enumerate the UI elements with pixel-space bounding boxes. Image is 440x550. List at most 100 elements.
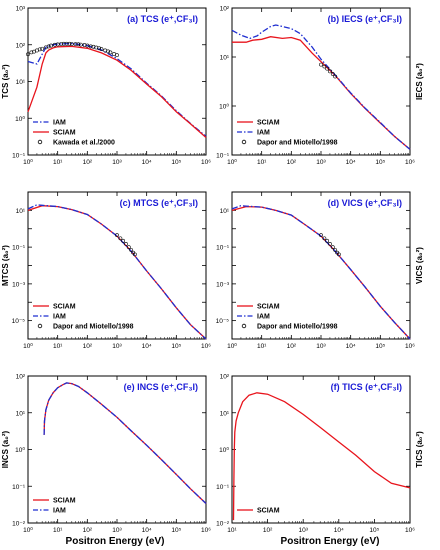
y-tick-label: 10⁻³ [216,281,230,288]
legend-label: SCIAM [257,508,280,515]
data-point-d-2 [333,248,338,252]
data-point-c-2 [132,252,137,257]
legend-label: SCIAM [257,120,280,127]
legend-label: IAM [53,120,66,127]
x-tick-label: 10² [287,343,297,350]
y-axis-label: MTCS (a₀²) [1,245,10,286]
legend-label: IAM [53,508,66,515]
data-point-d-2 [319,233,323,238]
x-tick-label: 10⁶ [405,159,415,166]
y-tick-label: 10⁻⁵ [12,318,26,325]
data-point-a-2 [67,41,72,46]
legend-label: SCIAM [53,130,76,137]
legend-label: SCIAM [257,304,280,311]
series-line-c-1 [27,204,207,340]
data-point-d-2 [322,236,327,241]
y-tick-label: 10¹ [16,79,26,86]
panel-c: 10⁰ 10¹ 10² 10³ 10⁴ 10⁵ 10⁶ 10⁻⁵ 10⁻³ 10⁻¹ 10¹ MTCS… [1,191,211,350]
y-tick-label: 10⁻¹ [12,153,26,160]
x-tick-label: 10⁴ [334,527,344,534]
series-line-d-1 [231,205,411,340]
x-tick-label: 10¹ [53,527,63,534]
y-tick-label: 10⁻³ [12,281,26,288]
y-tick-label: 10⁰ [15,115,25,123]
x-tick-label: 10⁰ [227,158,237,166]
data-point-a-2 [46,44,51,49]
x-tick-label: 10³ [316,343,326,350]
y-tick-label: 10⁰ [219,103,229,111]
legend-label: Dapor and Miotello/1998 [257,324,338,331]
x-tick-label: 10⁵ [171,527,181,534]
x-tick-label: 10⁶ [201,527,211,534]
y-tick-label: 10⁻² [216,521,230,528]
data-point-a-2 [97,46,102,51]
x-axis-label-right: Positron Energy (eV) [281,536,380,547]
y-tick-label: 10⁻¹ [12,484,26,491]
data-point-d-2 [328,241,332,246]
data-point-d-2 [325,238,329,243]
data-point-a-2 [85,43,90,48]
x-tick-label: 10¹ [227,527,237,534]
panel-a: 10⁰ 10¹ 10² 10³ 10⁴ 10⁵ 10⁶10⁻¹10⁰10¹10²10³TCS… [1,6,211,167]
y-tick-label: 10⁻¹ [216,484,230,491]
x-tick-label: 10⁴ [346,159,356,166]
x-tick-label: 10⁴ [142,159,152,166]
y-tick-label: 10⁻² [12,521,26,528]
legend-label: Dapor and Miotello/1998 [257,140,338,147]
data-point-a-2 [76,42,81,47]
panel-title: (d) VICS (e⁺,CF₃I) [328,198,402,208]
data-point-a-2 [40,46,45,51]
data-point-b-2 [333,74,338,79]
data-point-c-2 [121,238,125,243]
x-tick-label: 10⁰ [23,158,33,166]
data-point-a-2 [88,44,93,49]
series-line-e-1 [43,382,207,504]
legend-label: SCIAM [53,498,76,505]
x-tick-label: 10² [83,527,93,534]
x-tick-label: 10³ [112,527,122,534]
x-tick-label: 10⁰ [23,526,33,534]
x-tick-label: 10⁶ [201,159,211,166]
data-point-b-2 [325,66,329,71]
y-tick-label: 10³ [16,6,26,13]
x-tick-label: 10⁰ [23,342,33,350]
x-tick-label: 10⁶ [405,527,415,534]
data-point-a-2 [64,41,69,46]
x-tick-label: 10⁵ [171,159,181,166]
data-point-a-2 [49,43,53,48]
x-tick-label: 10¹ [257,343,267,350]
data-point-d-2 [336,252,341,257]
y-axis-label: IECS (a₀²) [415,63,424,100]
x-tick-label: 10⁶ [201,343,211,350]
data-point-a-2 [59,42,63,46]
y-tick-label: 10² [220,374,230,381]
panel-f: 10¹ 10² 10³ 10⁴ 10⁵ 10⁶ 10⁻² 10⁻¹ 10⁰ 10¹ 10² TICS … [216,374,424,535]
y-tick-label: 10⁻¹ [216,153,230,160]
series-line-a-0 [27,42,207,137]
legend-marker [37,323,43,329]
x-axis-label-left: Positron Energy (eV) [66,536,165,547]
x-tick-label: 10³ [112,343,122,350]
data-point-a-2 [26,52,30,57]
x-tick-label: 10³ [316,159,326,166]
panel-title: (f) TICS (e⁺,CF₃I) [331,382,402,392]
y-tick-label: 10¹ [16,410,26,417]
panel-title: (e) INCS (e⁺,CF₃I) [124,382,198,392]
series-line-a-1 [27,45,207,138]
legend-marker [241,323,247,329]
data-point-b-2 [319,62,323,67]
x-tick-label: 10⁵ [375,159,385,166]
panel-title: (b) IECS (e⁺,CF₃I) [328,14,402,24]
legend-marker [241,139,247,145]
y-tick-label: 10² [220,6,230,13]
data-point-a-2 [69,42,74,46]
y-axis-label: VICS (a₀²) [415,247,424,284]
legend-label: IAM [257,130,270,137]
y-tick-label: 10⁻¹ [12,245,26,252]
series-line-c-0 [27,205,207,340]
y-tick-label: 10² [16,374,26,381]
x-tick-label: 10⁵ [369,527,379,534]
data-point-a-2 [29,50,34,55]
x-tick-label: 10⁴ [142,343,152,350]
